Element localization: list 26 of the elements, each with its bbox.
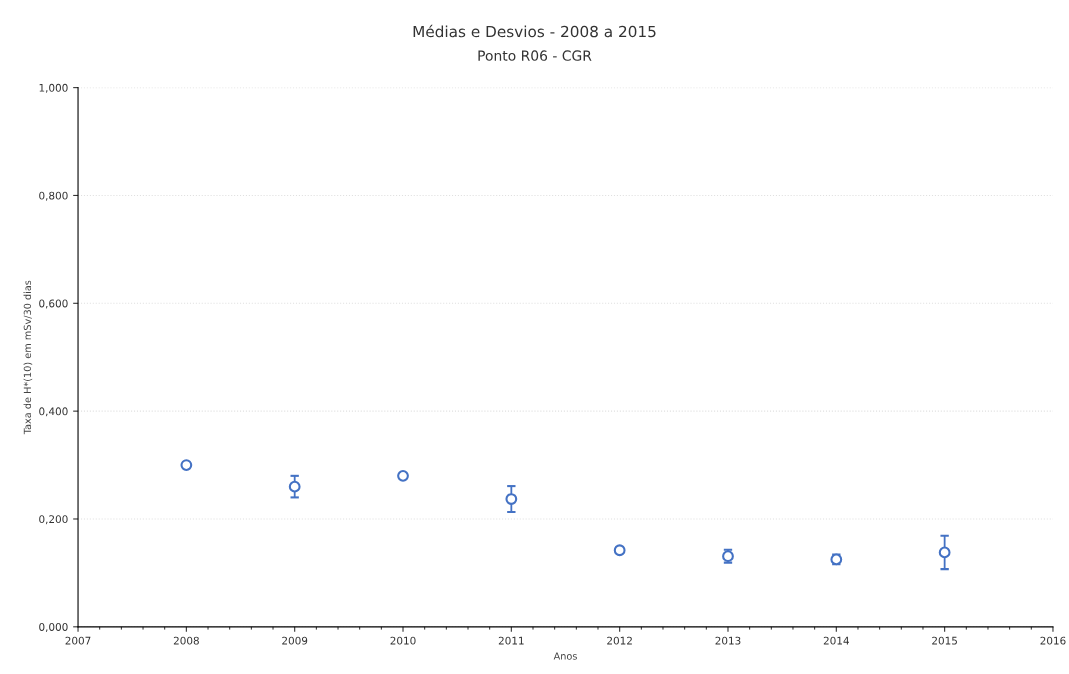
x-tick-label: 2007 [65,636,91,645]
y-tick-label: 1,000 [39,83,68,93]
point [180,459,193,471]
x-tick-label: 2008 [173,636,199,645]
point [288,480,301,493]
y-tick-label: 0,600 [39,299,68,309]
point [613,544,626,557]
point [505,493,518,505]
y-tick-label: 0,800 [39,191,68,201]
x-tick-label: 2014 [823,636,849,645]
chart-subtitle: Ponto R06 - CGR [478,50,592,61]
x-tick-label: 2011 [498,636,524,645]
x-tick-label: 2015 [932,636,957,645]
y-tick-label: 0,400 [39,407,68,417]
x-tick-label: 2016 [1040,636,1066,645]
point [938,546,951,559]
x-axis-title: Anos [553,652,577,660]
chart-title: Médias e Desvios - 2008 a 2015 [413,24,656,38]
x-tick-label: 2009 [282,636,308,645]
point [397,469,409,482]
x-tick-label: 2013 [715,636,741,645]
y-tick-label: 0,200 [39,515,68,525]
x-tick-label: 2010 [390,636,416,645]
y-tick-label: 0,000 [39,623,68,632]
x-tick-label: 2012 [607,636,632,645]
y-axis-title: Taxa de H*(10) em mSv/30 dias [23,280,33,435]
